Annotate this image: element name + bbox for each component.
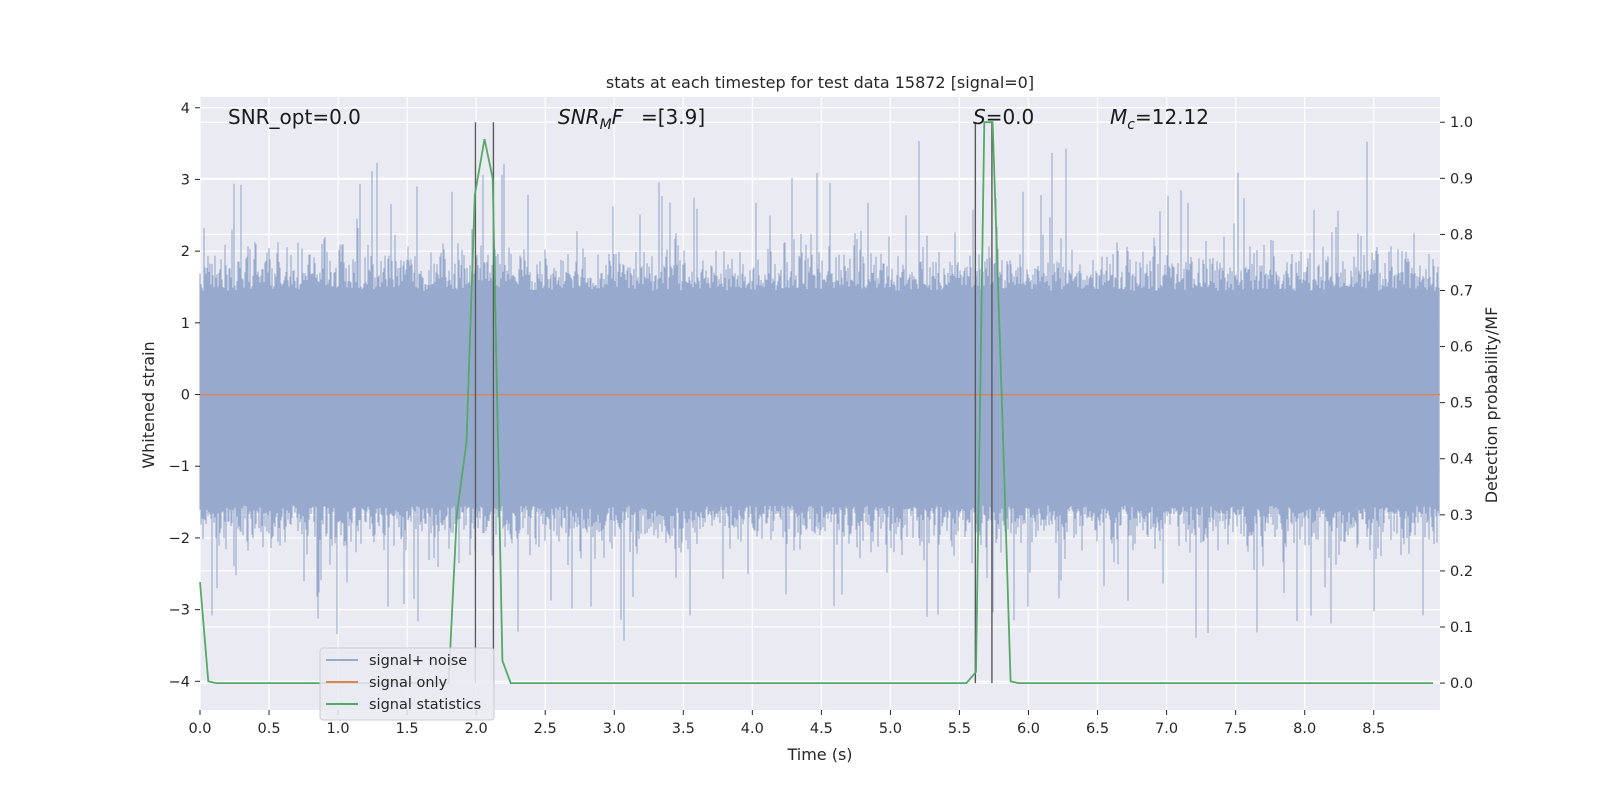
legend-label-signal-noise: signal+ noise <box>369 653 467 669</box>
x-tick-label: 8.5 <box>1362 721 1385 737</box>
mc-subscript: c <box>1127 117 1135 133</box>
y-right-tick-label: 0.0 <box>1450 676 1473 692</box>
y-right-tick-label: 0.4 <box>1450 452 1473 468</box>
snr-mf-rest-f: F <box>612 105 624 129</box>
y-right-tick-label: 1.0 <box>1450 115 1473 131</box>
snr-mf-main: SNR <box>558 105 600 129</box>
x-tick-label: 3.0 <box>603 721 626 737</box>
x-tick-label: 7.0 <box>1155 721 1178 737</box>
x-tick-label: 1.5 <box>396 721 419 737</box>
snr-mf-subscript: M <box>600 117 612 133</box>
chart-title: stats at each timestep for test data 158… <box>606 73 1034 92</box>
y-right-tick-label: 0.8 <box>1450 227 1473 243</box>
x-tick-label: 3.5 <box>672 721 695 737</box>
y-right-tick-label: 0.3 <box>1450 508 1473 524</box>
legend-label-signal-statistics: signal statistics <box>369 697 481 713</box>
x-tick-label: 1.0 <box>327 721 350 737</box>
x-tick-label: 2.0 <box>465 721 488 737</box>
y-left-tick-label: 0 <box>181 388 190 404</box>
y-left-tick-label: −1 <box>169 459 190 475</box>
annotation-mc: Mc=12.12 <box>1110 105 1209 133</box>
annotation-s: S=0.0 <box>973 105 1034 129</box>
y-left-axis-ticks: 4 3 2 1 0 −1 −2 −3 −4 <box>169 101 200 690</box>
mc-main: M <box>1110 105 1127 129</box>
y-right-axis-ticks: 1.0 0.9 0.8 0.7 0.6 0.5 0.4 0.3 0.2 0.1 0.0 <box>1440 115 1473 692</box>
y-right-tick-label: 0.1 <box>1450 620 1473 636</box>
x-tick-label: 0.5 <box>258 721 281 737</box>
y-left-tick-label: −2 <box>169 531 190 547</box>
y-left-tick-label: −4 <box>169 674 190 690</box>
y-right-tick-label: 0.2 <box>1450 564 1473 580</box>
x-tick-label: 2.5 <box>534 721 557 737</box>
x-tick-label: 8.0 <box>1293 721 1316 737</box>
s-rest: =0.0 <box>986 105 1035 129</box>
y-left-tick-label: 2 <box>181 244 190 260</box>
x-tick-label: 5.5 <box>948 721 971 737</box>
x-tick-label: 5.0 <box>879 721 902 737</box>
annotation-snr-opt: SNR_opt=0.0 <box>228 105 361 129</box>
x-tick-label: 4.0 <box>741 721 764 737</box>
y-right-axis-label: Detection probability/MF <box>1482 307 1501 504</box>
x-tick-label: 6.0 <box>1017 721 1040 737</box>
legend-label-signal-only: signal only <box>369 675 448 691</box>
y-left-tick-label: 4 <box>181 101 190 117</box>
annotation-snr-mf: SNRMF <box>558 105 624 133</box>
legend-box <box>319 647 495 721</box>
y-right-tick-label: 0.6 <box>1450 340 1473 356</box>
y-right-tick-label: 0.9 <box>1450 171 1473 187</box>
x-tick-label: 7.5 <box>1224 721 1247 737</box>
y-left-axis-label: Whitened strain <box>139 341 158 468</box>
legend: signal+ noise signal only signal statist… <box>319 647 495 721</box>
y-right-tick-label: 0.5 <box>1450 396 1473 412</box>
x-tick-label: 6.5 <box>1086 721 1109 737</box>
x-tick-label: 4.5 <box>810 721 833 737</box>
y-left-tick-label: −3 <box>169 603 190 619</box>
mc-rest: =12.12 <box>1135 105 1209 129</box>
s-main: S <box>973 105 986 129</box>
y-left-tick-label: 3 <box>181 172 190 188</box>
x-tick-label: 0.0 <box>188 721 211 737</box>
y-right-tick-label: 0.7 <box>1450 283 1473 299</box>
annotation-snr-mf-value: =[3.9] <box>641 105 705 129</box>
y-left-tick-label: 1 <box>181 316 190 332</box>
x-axis-label: Time (s) <box>786 745 852 764</box>
x-axis-ticks: 0.0 0.5 1.0 1.5 2.0 2.5 3.0 3.5 4.0 4.5 5.0 5.5 6.0 6… <box>188 710 1385 737</box>
